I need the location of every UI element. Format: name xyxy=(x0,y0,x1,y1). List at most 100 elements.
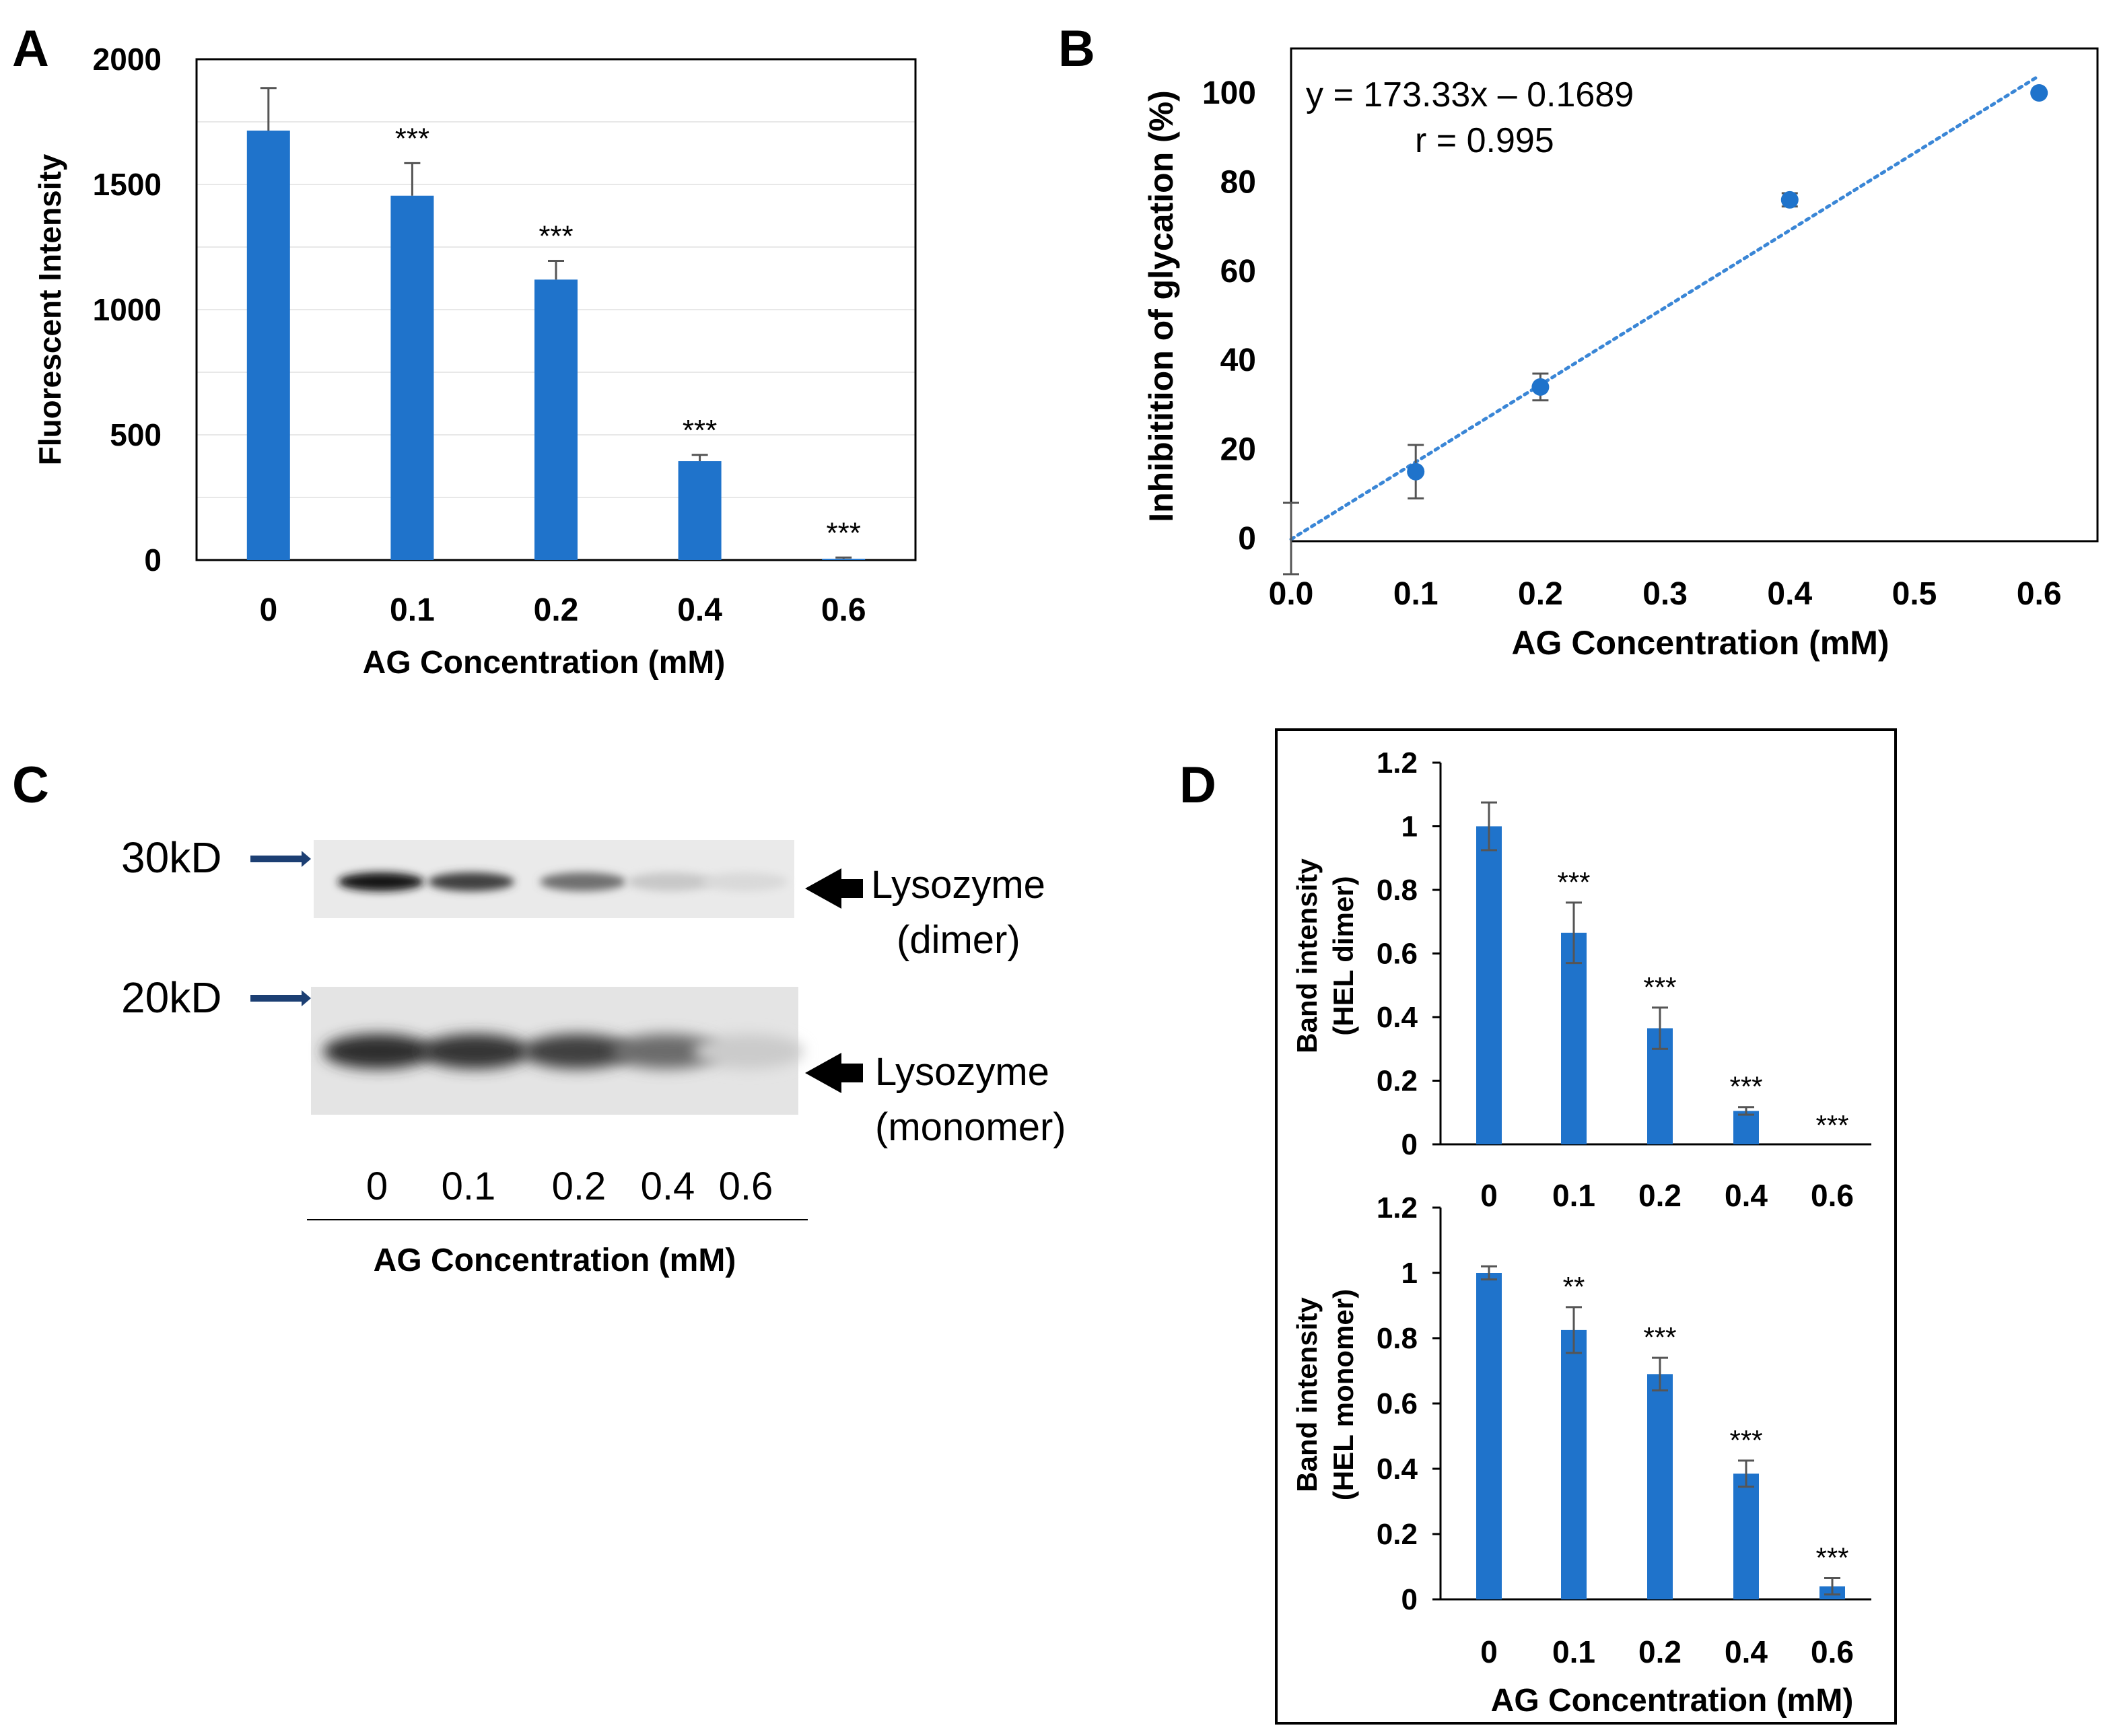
panel-a-x-tick-label: 0.2 xyxy=(534,592,579,628)
panel-d-top-y-tick-label: 0.6 xyxy=(1377,938,1418,971)
panel-d-top-y-tick-label: 1 xyxy=(1401,810,1418,843)
marker-20kd-label: 20kD xyxy=(121,973,221,1022)
panel-a-significance: *** xyxy=(395,122,429,155)
dimer-label-line2: (dimer) xyxy=(897,918,1020,962)
panel-d-bottom-x-tick-label: 0.2 xyxy=(1638,1634,1681,1669)
blot-lane-label: 0.2 xyxy=(552,1165,606,1208)
panel-label-c: C xyxy=(12,757,49,814)
panel-d-frame xyxy=(1275,728,1897,1725)
panel-d-top-x-tick-label: 0.1 xyxy=(1552,1178,1595,1213)
panel-d-top-x-tick-label: 0 xyxy=(1480,1178,1498,1213)
panel-d-bottom-y-tick-label: 1.2 xyxy=(1377,1191,1418,1224)
blot-dimer-band xyxy=(338,872,424,891)
panel-b-data-point xyxy=(1407,462,1425,481)
panel-d-bottom-bar xyxy=(1647,1374,1673,1599)
blot-monomer-band xyxy=(693,1034,804,1069)
monomer-label-line1: Lysozyme xyxy=(875,1050,1049,1094)
blot-dimer-band xyxy=(428,872,514,891)
blot-lane-label: 0.1 xyxy=(442,1165,496,1208)
panel-label-b: B xyxy=(1058,20,1095,77)
panel-c-western-blot: 30kD 20kD Lysozyme (dimer) Lysozyme (mon… xyxy=(121,833,1066,1278)
blot-monomer-band xyxy=(420,1034,530,1069)
panel-d-bottom-y-tick-label: 0 xyxy=(1401,1583,1418,1616)
panel-d-top-y-tick-label: 0.4 xyxy=(1377,1001,1418,1034)
panel-d-bar-charts: 0 0.2 0.4 0.6 0.8 1 1.2 0 *** 0.1 *** 0.2 *** 0.4 *** 0… xyxy=(1275,728,1897,1725)
panel-d-top-bar xyxy=(1561,932,1587,1144)
panel-a-y-axis-label: Fluorescent Intensity xyxy=(32,153,67,465)
blot-dimer-band xyxy=(701,872,788,891)
panel-a-bar xyxy=(534,279,578,560)
panel-d-bottom-bar xyxy=(1476,1273,1502,1599)
panel-b-x-tick-label: 0.5 xyxy=(1892,576,1937,612)
panel-d-x-axis-label: AG Concentration (mM) xyxy=(1491,1683,1854,1718)
panel-a-y-tick-label: 0 xyxy=(144,543,162,578)
panel-d-bottom-significance: *** xyxy=(1815,1541,1848,1573)
panel-b-y-tick-label: 60 xyxy=(1220,254,1256,289)
panel-b-r-value: r = 0.995 xyxy=(1415,121,1554,160)
panel-d-bottom-y-tick-label: 1 xyxy=(1401,1257,1418,1290)
panel-b-x-tick-label: 0.2 xyxy=(1518,576,1563,612)
blot-dimer-band xyxy=(540,872,626,891)
panel-a-x-tick-label: 0 xyxy=(259,592,277,628)
panel-d-top-x-tick-label: 0.2 xyxy=(1638,1178,1681,1213)
blot-monomer-band xyxy=(522,1034,633,1069)
panel-d-top-significance: *** xyxy=(1815,1109,1848,1141)
panel-a-y-tick-label: 1000 xyxy=(93,292,162,327)
panel-a-significance: *** xyxy=(539,219,573,252)
blot-lane-label: 0.6 xyxy=(719,1165,773,1208)
panel-d-top-y-tick-label: 0 xyxy=(1401,1128,1418,1161)
panel-b-y-tick-label: 80 xyxy=(1220,164,1256,200)
panel-d-bottom-bar xyxy=(1561,1329,1587,1599)
panel-a-x-tick-label: 0.4 xyxy=(677,592,722,628)
panel-b-y-tick-label: 40 xyxy=(1220,343,1256,378)
panel-d-bottom-y-tick-label: 0.4 xyxy=(1377,1453,1418,1486)
panel-b-data-point xyxy=(1531,378,1550,396)
panel-b-scatter-chart: 0 20 40 60 80 100 0.0 0.1 0.2 0.3 0.4 0.5 0.6 y = 1… xyxy=(1142,47,2099,662)
panel-d-top-significance: *** xyxy=(1643,971,1676,1003)
panel-a-bar xyxy=(678,461,722,560)
panel-b-y-tick-label: 100 xyxy=(1202,75,1256,111)
panel-a-bar-chart: *** *** *** *** 0 500 1000 1500 2000 0 0.1 0.2 0.4… xyxy=(32,42,917,681)
marker-30kd-arrow xyxy=(250,851,311,867)
panel-b-y-axis-label: Inhibitition of glycation (%) xyxy=(1142,90,1180,522)
panel-label-a: A xyxy=(12,20,49,77)
panel-b-data-point xyxy=(2030,84,2048,102)
panel-d-bottom-y-tick-label: 0.6 xyxy=(1377,1387,1418,1420)
panel-b-plot-frame xyxy=(1290,47,2099,543)
panel-a-bar xyxy=(390,195,434,560)
panel-a-bar xyxy=(822,559,866,560)
panel-a-significance: *** xyxy=(683,414,717,447)
blot-dimer-band xyxy=(627,872,714,891)
panel-d-bottom-y-label-line2: (HEL monomer) xyxy=(1327,1289,1359,1500)
panel-a-y-tick-label: 1500 xyxy=(93,167,162,202)
panel-d-top-y-tick-label: 1.2 xyxy=(1377,747,1418,779)
panel-b-x-tick-label: 0.3 xyxy=(1642,576,1688,612)
panel-d-bottom-significance: ** xyxy=(1563,1271,1585,1303)
blot-x-axis-label: AG Concentration (mM) xyxy=(374,1243,736,1278)
panel-b-data-point xyxy=(1780,190,1799,209)
panel-a-x-tick-label: 0.6 xyxy=(821,592,866,628)
dimer-band-arrow xyxy=(805,868,863,909)
marker-20kd-arrow xyxy=(250,990,311,1006)
panel-b-x-axis-label: AG Concentration (mM) xyxy=(1511,624,1889,662)
panel-d-top-y-label-line2: (HEL dimer) xyxy=(1327,876,1359,1035)
panel-b-y-tick-label: 0 xyxy=(1238,521,1256,557)
panel-a-significance: *** xyxy=(827,516,861,549)
panel-d-top-bar xyxy=(1733,1111,1759,1144)
monomer-band-arrow xyxy=(805,1053,863,1093)
panel-d-bottom-y-tick-label: 0.8 xyxy=(1377,1322,1418,1355)
panel-b-x-tick-label: 0.6 xyxy=(2017,576,2062,612)
panel-a-bar xyxy=(246,131,290,560)
panel-b-x-tick-label: 0.4 xyxy=(1767,576,1812,612)
panel-d-top-significance: *** xyxy=(1729,1071,1762,1103)
marker-30kd-label: 30kD xyxy=(121,833,221,882)
dimer-label-line1: Lysozyme xyxy=(871,863,1045,907)
blot-lane-label: 0.4 xyxy=(641,1165,695,1208)
panel-d-top-bar xyxy=(1476,826,1502,1144)
panel-d-bottom-y-label-line1: Band intensity xyxy=(1291,1297,1323,1492)
panel-d-top-y-tick-label: 0.8 xyxy=(1377,874,1418,907)
panel-a-x-tick-label: 0.1 xyxy=(390,592,435,628)
panel-d-bottom-x-tick-label: 0.1 xyxy=(1552,1634,1595,1669)
panel-d-bottom-significance: *** xyxy=(1643,1321,1676,1353)
